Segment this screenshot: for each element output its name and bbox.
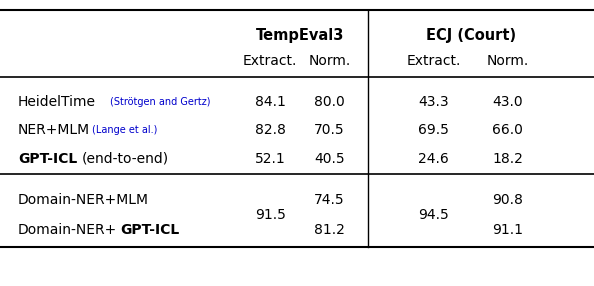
Text: 80.0: 80.0 [314,95,345,108]
Text: Norm.: Norm. [486,55,529,68]
Text: (Lange et al.): (Lange et al.) [92,125,157,135]
Text: Extract.: Extract. [243,55,298,68]
Text: ECJ (Court): ECJ (Court) [426,28,516,43]
Text: 74.5: 74.5 [314,193,345,207]
Text: TempEval3: TempEval3 [256,28,344,43]
Text: 91.5: 91.5 [255,208,286,222]
Text: 43.0: 43.0 [492,95,523,108]
Text: 84.1: 84.1 [255,95,286,108]
Text: 91.1: 91.1 [492,223,523,237]
Text: GPT-ICL: GPT-ICL [18,152,77,166]
Text: 81.2: 81.2 [314,223,345,237]
Text: Extract.: Extract. [406,55,461,68]
Text: (end-to-end): (end-to-end) [82,152,169,166]
Text: Norm.: Norm. [308,55,351,68]
Text: 52.1: 52.1 [255,152,286,166]
Text: 24.6: 24.6 [418,152,449,166]
Text: 18.2: 18.2 [492,152,523,166]
Text: 70.5: 70.5 [314,123,345,137]
Text: Domain-NER+: Domain-NER+ [18,223,117,237]
Text: NER+MLM: NER+MLM [18,123,90,137]
Text: GPT-ICL: GPT-ICL [120,223,179,237]
Text: 82.8: 82.8 [255,123,286,137]
Text: 90.8: 90.8 [492,193,523,207]
Text: 40.5: 40.5 [314,152,345,166]
Text: Domain-NER+MLM: Domain-NER+MLM [18,193,149,207]
Text: (Strötgen and Gertz): (Strötgen and Gertz) [110,97,210,106]
Text: 69.5: 69.5 [418,123,449,137]
Text: 43.3: 43.3 [418,95,449,108]
Text: 94.5: 94.5 [418,208,449,222]
Text: HeidelTime: HeidelTime [18,95,96,108]
Text: 66.0: 66.0 [492,123,523,137]
